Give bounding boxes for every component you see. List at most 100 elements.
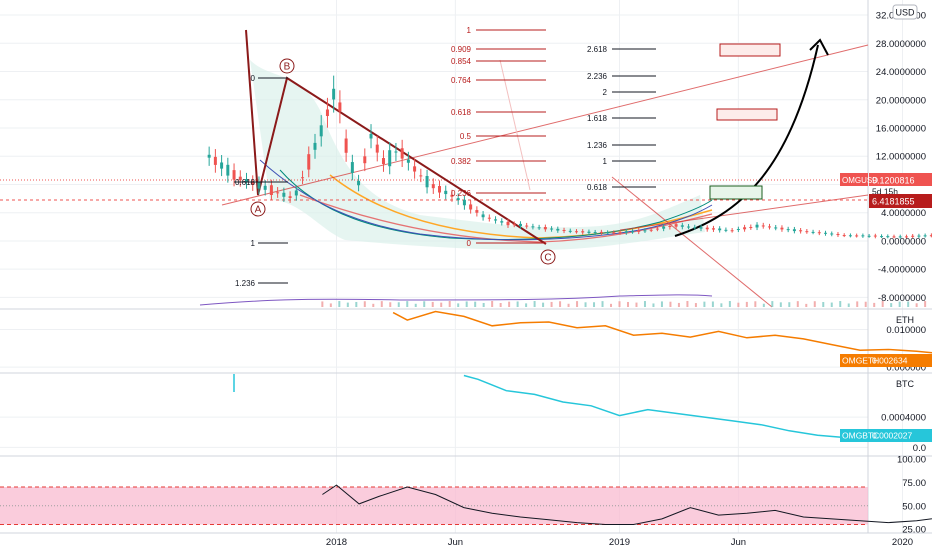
volume-bar: [414, 303, 417, 307]
candle-body: [319, 125, 323, 137]
volume-bar: [567, 303, 570, 307]
volume-bar: [720, 303, 723, 307]
volume-bar: [694, 303, 697, 307]
fib-center-label: 0.236: [451, 189, 472, 198]
candle-body: [749, 227, 753, 229]
candle-body: [687, 226, 691, 228]
volume-bar: [491, 301, 494, 307]
candle-body: [892, 236, 896, 238]
volume-bar: [584, 302, 587, 307]
candle-body: [413, 166, 417, 172]
candle-body: [525, 225, 529, 227]
volume-bar: [686, 301, 689, 307]
price-tick-label: 28.0000000: [876, 39, 926, 50]
candle-body: [506, 221, 510, 226]
candle-body: [294, 190, 298, 196]
price-tick-label: 4.0000000: [881, 208, 926, 219]
volume-bar: [847, 303, 850, 307]
rsi-tick-label: 100.00: [897, 454, 926, 465]
candle-body: [631, 231, 635, 233]
candle-body: [643, 230, 647, 232]
volume-bar: [660, 301, 663, 307]
candle-body: [736, 229, 740, 231]
omgeth-line: [392, 310, 932, 354]
volume-bar: [389, 302, 392, 307]
moving-average-red: [299, 194, 713, 243]
btc-tick-label: 0.0004000: [881, 413, 926, 424]
fib-right-label: 2.618: [587, 45, 608, 54]
candle-body: [861, 235, 865, 237]
fib-right-label: 1.618: [587, 114, 608, 123]
volume-bar: [508, 301, 511, 307]
candle-body: [705, 227, 709, 230]
candle-body: [718, 228, 722, 231]
volume-bar: [397, 302, 400, 307]
volume-bar: [516, 301, 519, 307]
volume-bar: [907, 301, 910, 307]
last-price-label-bg: [869, 173, 932, 187]
volume-bar: [618, 301, 621, 307]
x-tick-label: 2020: [892, 537, 913, 548]
candle-body: [618, 232, 622, 234]
omgeth-symbol: OMGETH: [842, 356, 879, 366]
candle-body: [276, 192, 280, 194]
candle-body: [724, 229, 728, 231]
entry-box: [709, 185, 763, 200]
candle-body: [786, 229, 790, 231]
x-tick-label: Jun: [448, 537, 463, 548]
fib-left-label: 1: [251, 239, 256, 248]
volume-bar: [550, 301, 553, 307]
candle-body: [836, 233, 840, 236]
wave-circle: [540, 249, 556, 265]
series-lines: [233, 310, 932, 525]
omgbtc-tag-bg: [840, 429, 932, 442]
candle-body: [263, 185, 267, 190]
candle-body: [830, 233, 834, 235]
volume-bar: [754, 301, 757, 307]
wave-circle: [279, 58, 295, 74]
wave-circle: [250, 201, 266, 217]
candle-body: [699, 227, 703, 229]
candle-body: [711, 228, 715, 230]
target-box-mid: [716, 108, 778, 121]
volume-bar: [423, 301, 426, 307]
volume-bar: [635, 302, 638, 307]
volume-bar: [576, 301, 579, 307]
wave-a-b-fib-link: [257, 77, 288, 196]
eth-tick-label: 0.010000: [886, 325, 926, 336]
volume-bar: [542, 302, 545, 307]
candle-body: [867, 235, 871, 237]
volume-bar: [406, 301, 409, 307]
candle-body: [307, 154, 311, 170]
candle-body: [568, 230, 572, 232]
btc-currency-label: BTC: [896, 379, 915, 389]
volume-ma-line: [199, 294, 713, 306]
candle-body: [842, 235, 846, 237]
candle-body: [245, 179, 249, 183]
price-tick-label: 16.0000000: [876, 124, 926, 135]
wave-label: B: [284, 62, 291, 73]
volume-bar: [915, 303, 918, 307]
candle-body: [880, 236, 884, 238]
volume-bar: [677, 302, 680, 307]
rsi-band-fill: [0, 487, 868, 525]
volume-bar: [355, 301, 358, 307]
candle-body: [929, 235, 932, 237]
candle-body: [400, 148, 404, 159]
fib-right-label: 0.618: [587, 183, 608, 192]
volume-bar: [864, 301, 867, 307]
volume-bar: [601, 301, 604, 307]
candle-body: [462, 199, 466, 206]
candle-body: [494, 219, 498, 221]
candle-body: [226, 164, 230, 176]
candle-body: [780, 227, 784, 230]
volume-bar: [711, 301, 714, 307]
volume-bar: [363, 301, 366, 307]
btc-tick-label: 0.0: [913, 443, 926, 454]
fib-left-label: 1.236: [235, 279, 256, 288]
currency-button[interactable]: USD: [892, 4, 918, 20]
candle-body: [518, 223, 522, 227]
candle-body: [848, 235, 852, 237]
volume-bar: [338, 301, 341, 307]
